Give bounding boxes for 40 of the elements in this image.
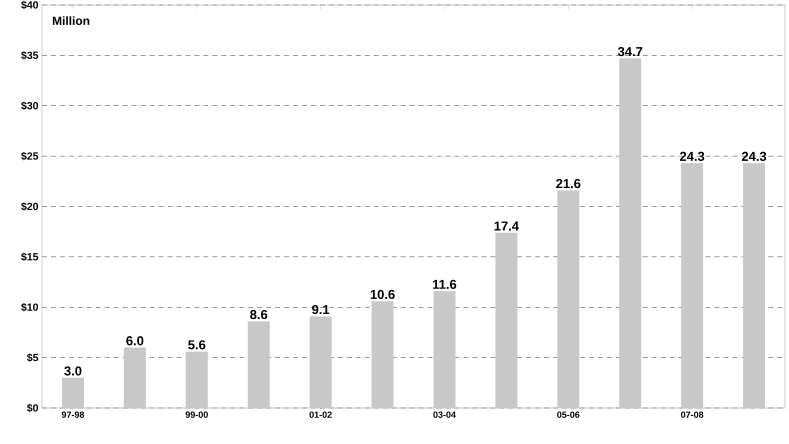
x-tick-label: 03-04	[433, 412, 456, 418]
data-label: 9.1	[312, 304, 330, 314]
data-label: 24.3	[680, 152, 704, 161]
data-label: 11.6	[433, 280, 456, 289]
x-tick-label: 05-06	[557, 412, 580, 418]
bar	[619, 58, 642, 408]
x-tick-label: 01-02	[310, 412, 332, 418]
data-label: 3.0	[64, 366, 82, 376]
bar	[681, 163, 704, 408]
bar	[310, 316, 332, 408]
annotation: Million	[52, 16, 90, 26]
y-tick-label: $10	[21, 302, 38, 312]
y-tick-label: $25	[21, 152, 38, 160]
data-label: 6.0	[126, 336, 144, 346]
x-tick-label: 07-08	[681, 412, 704, 418]
bar	[124, 348, 146, 408]
bar	[433, 291, 456, 408]
bar	[557, 190, 580, 408]
x-tick-label: 99-00	[186, 412, 208, 418]
bar	[62, 378, 84, 408]
bar	[186, 352, 208, 408]
data-label: 17.4	[494, 222, 519, 230]
bar	[743, 163, 766, 408]
y-tick-label: $40	[21, 0, 38, 10]
y-tick-label: $35	[21, 51, 38, 60]
data-label: 21.6	[556, 179, 580, 188]
data-label: 34.7	[618, 47, 642, 56]
y-tick-label: $20	[21, 202, 38, 211]
y-tick-label: $30	[21, 101, 38, 110]
data-label: 5.6	[188, 340, 206, 350]
data-label: 10.6	[370, 290, 395, 299]
x-tick-label: 97-98	[62, 412, 84, 418]
y-tick-label: $15	[21, 252, 38, 262]
bar	[372, 301, 394, 408]
data-label: 8.6	[250, 310, 268, 320]
bar	[495, 232, 518, 408]
data-label: 24.3	[742, 152, 766, 161]
bar	[248, 321, 270, 408]
y-tick-label: $5	[26, 353, 38, 362]
y-tick-label: $0	[26, 404, 38, 412]
